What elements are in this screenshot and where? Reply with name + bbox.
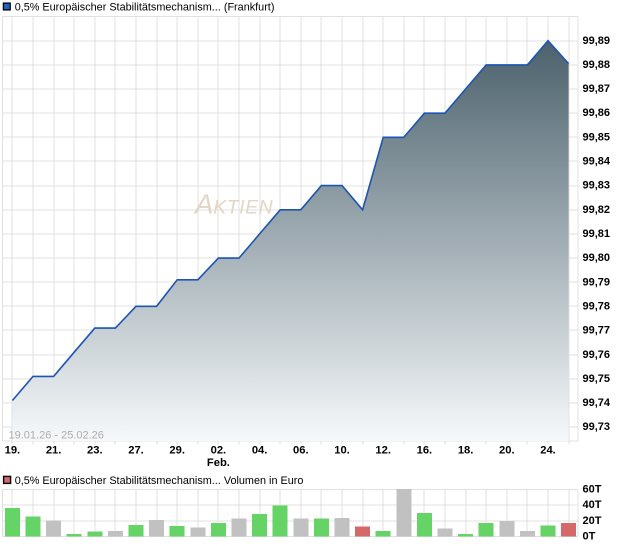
- svg-text:16.: 16.: [417, 444, 433, 456]
- svg-text:21.: 21.: [46, 444, 62, 456]
- svg-text:18.: 18.: [458, 444, 474, 456]
- svg-text:99,80: 99,80: [583, 252, 611, 264]
- svg-text:99,87: 99,87: [583, 83, 611, 95]
- svg-text:04.: 04.: [252, 444, 268, 456]
- svg-text:10.: 10.: [334, 444, 350, 456]
- svg-text:0,5% Europäischer Stabilitätsm: 0,5% Europäischer Stabilitätsmechanism..…: [15, 475, 304, 487]
- svg-text:99,78: 99,78: [583, 300, 611, 312]
- svg-text:27.: 27.: [128, 444, 144, 456]
- svg-text:19.01.26 - 25.02.26: 19.01.26 - 25.02.26: [9, 430, 104, 442]
- svg-text:60T: 60T: [583, 484, 602, 496]
- svg-text:02.: 02.: [211, 444, 227, 456]
- svg-text:06.: 06.: [293, 444, 309, 456]
- svg-text:99,86: 99,86: [583, 107, 611, 119]
- svg-text:99,82: 99,82: [583, 204, 611, 216]
- svg-text:0T: 0T: [583, 531, 596, 543]
- svg-text:99,89: 99,89: [583, 35, 611, 47]
- svg-text:29.: 29.: [169, 444, 185, 456]
- svg-text:99,76: 99,76: [583, 349, 611, 361]
- svg-text:20T: 20T: [583, 515, 602, 527]
- svg-text:99,79: 99,79: [583, 276, 611, 288]
- svg-text:19.: 19.: [5, 444, 21, 456]
- svg-text:99,85: 99,85: [583, 131, 611, 143]
- svg-text:0,5% Europäischer Stabilitätsm: 0,5% Europäischer Stabilitätsmechanism..…: [15, 1, 275, 13]
- svg-text:12.: 12.: [375, 444, 391, 456]
- svg-text:23.: 23.: [87, 444, 103, 456]
- svg-text:99,77: 99,77: [583, 325, 611, 337]
- svg-text:99,83: 99,83: [583, 180, 611, 192]
- svg-text:40T: 40T: [583, 499, 602, 511]
- svg-text:99,75: 99,75: [583, 373, 611, 385]
- svg-text:24.: 24.: [540, 444, 556, 456]
- svg-text:99,73: 99,73: [583, 421, 611, 433]
- svg-text:99,74: 99,74: [583, 397, 611, 409]
- svg-text:99,88: 99,88: [583, 59, 611, 71]
- svg-text:20.: 20.: [499, 444, 515, 456]
- svg-text:99,81: 99,81: [583, 228, 611, 240]
- svg-text:99,84: 99,84: [583, 156, 611, 168]
- svg-text:Feb.: Feb.: [207, 457, 230, 469]
